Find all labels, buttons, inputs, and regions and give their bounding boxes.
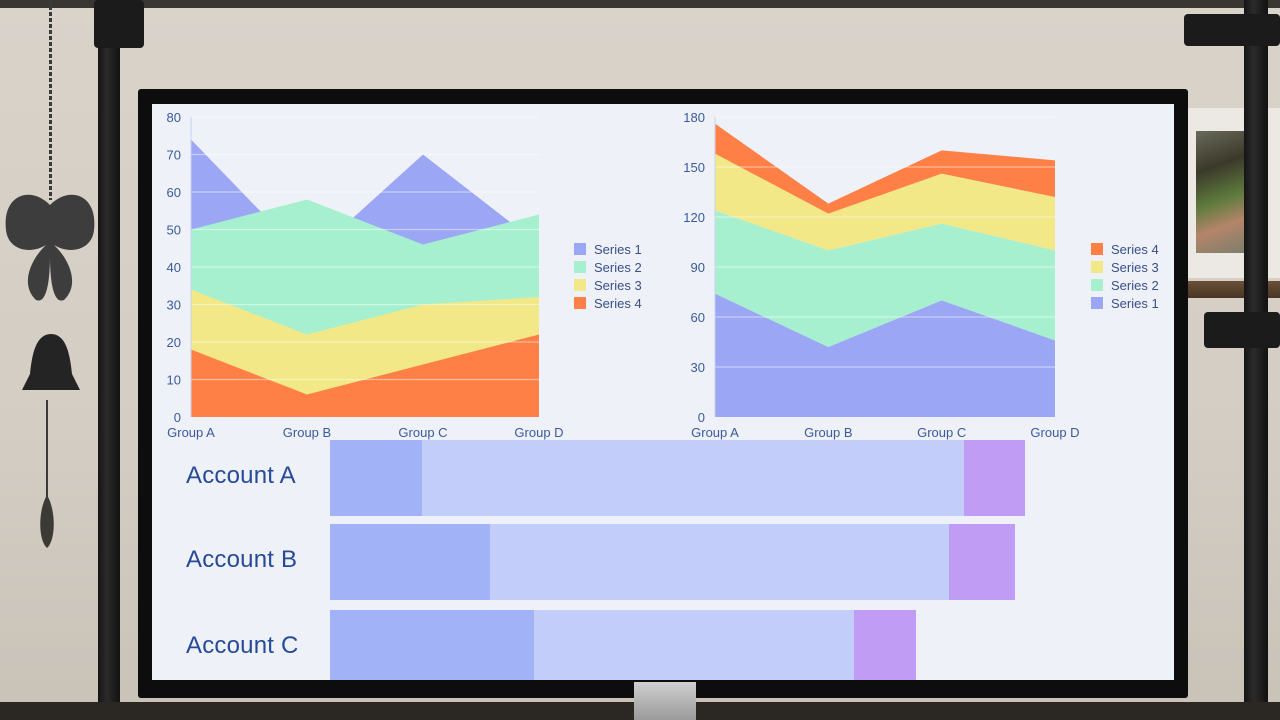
bar-segment-3: [949, 524, 1015, 600]
legend-item: Series 3: [574, 276, 642, 294]
legend-swatch-series2: [1091, 279, 1103, 291]
bar-segment-1: [330, 610, 534, 680]
bar-segment-2: [422, 440, 964, 516]
account-bar: [330, 610, 916, 680]
legend-swatch-series3: [1091, 261, 1103, 273]
legend-label: Series 3: [1111, 259, 1159, 275]
y-tick-label: 60: [167, 185, 181, 200]
legend-label: Series 4: [1111, 241, 1159, 257]
area-series1: [715, 293, 1055, 417]
y-tick-label: 60: [691, 310, 705, 325]
legend-item: Series 2: [1091, 276, 1159, 294]
bar-segment-2: [534, 610, 854, 680]
account-label: Account B: [186, 546, 298, 573]
area-series2: [715, 210, 1055, 347]
x-tick-label: Group C: [917, 425, 966, 440]
right-pipe-joint-mid: [1204, 312, 1280, 348]
monitor-screen: 0 10 20 30 40 50 60 70 80 Group A Group B Group C Gr…: [152, 104, 1174, 680]
y-tick-label: 50: [167, 223, 181, 238]
x-tick-label: Group C: [398, 425, 447, 440]
legend-item: Series 1: [1091, 294, 1159, 312]
y-tick-label: 0: [698, 410, 705, 425]
ceiling-beam: [0, 0, 1280, 8]
x-tick-label: Group B: [804, 425, 852, 440]
x-tick-label: Group A: [691, 425, 739, 440]
account-label: Account C: [186, 632, 299, 659]
x-tick-label: Group B: [283, 425, 331, 440]
x-tick-label: Group D: [514, 425, 563, 440]
legend-label: Series 2: [1111, 277, 1159, 293]
legend-item: Series 4: [574, 294, 642, 312]
legend-item: Series 4: [1091, 240, 1159, 258]
y-tick-label: 30: [691, 360, 705, 375]
account-row-c: Account C: [152, 610, 1174, 680]
area-series4: [191, 334, 539, 417]
chime-pendant: [40, 400, 54, 548]
bar-segment-3: [964, 440, 1025, 516]
account-label: Account A: [186, 462, 296, 489]
legend-swatch-series4: [574, 297, 586, 309]
y-tick-label: 70: [167, 148, 181, 163]
y-tick-label: 40: [167, 260, 181, 275]
legend-label: Series 2: [594, 259, 642, 275]
area-series4: [715, 123, 1055, 214]
account-bar: [330, 440, 1025, 516]
x-tick-label: Group A: [167, 425, 215, 440]
y-tick-label: 120: [683, 210, 705, 225]
x-tick-label: Group D: [1030, 425, 1079, 440]
bell-ornament: [22, 334, 80, 390]
legend-swatch-series4: [1091, 243, 1103, 255]
legend-swatch-series3: [574, 279, 586, 291]
left-chart-legend: Series 1 Series 2 Series 3 Series 4: [574, 240, 642, 312]
account-row-a: Account A: [152, 440, 1174, 516]
legend-label: Series 3: [594, 277, 642, 293]
right-pipe-joint-top: [1184, 14, 1280, 46]
left-pipe-joint: [94, 0, 144, 48]
legend-item: Series 1: [574, 240, 642, 258]
legend-label: Series 4: [594, 295, 642, 311]
bar-segment-1: [330, 440, 422, 516]
legend-swatch-series1: [574, 243, 586, 255]
legend-swatch-series2: [574, 261, 586, 273]
y-tick-label: 90: [691, 260, 705, 275]
bar-segment-3: [854, 610, 916, 680]
butterfly-ornament: [5, 194, 95, 301]
y-tick-label: 180: [683, 110, 705, 125]
left-area-chart: 0 10 20 30 40 50 60 70 80 Group A Group B Group C Gr…: [167, 110, 564, 440]
legend-swatch-series1: [1091, 297, 1103, 309]
legend-label: Series 1: [594, 241, 642, 257]
account-bar: [330, 524, 1015, 600]
bar-segment-2: [490, 524, 949, 600]
right-pipe-frame: [1244, 0, 1268, 720]
left-pipe-frame: [98, 0, 120, 720]
y-tick-label: 30: [167, 298, 181, 313]
right-stacked-area-chart: 0 30 60 90 120 150 180 Group A Group B Group C Gro…: [683, 110, 1079, 440]
legend-item: Series 3: [1091, 258, 1159, 276]
framed-photo: [1196, 131, 1248, 253]
wind-chime-chain: [49, 0, 52, 200]
y-tick-label: 80: [167, 110, 181, 125]
legend-item: Series 2: [574, 258, 642, 276]
y-tick-label: 150: [683, 160, 705, 175]
monitor-stand: [634, 682, 696, 720]
bar-segment-1: [330, 524, 490, 600]
y-tick-label: 20: [167, 335, 181, 350]
right-chart-legend: Series 4 Series 3 Series 2 Series 1: [1091, 240, 1159, 312]
y-tick-label: 10: [167, 373, 181, 388]
account-row-b: Account B: [152, 524, 1174, 600]
legend-label: Series 1: [1111, 295, 1159, 311]
y-tick-label: 0: [174, 410, 181, 425]
area-series3: [715, 153, 1055, 251]
